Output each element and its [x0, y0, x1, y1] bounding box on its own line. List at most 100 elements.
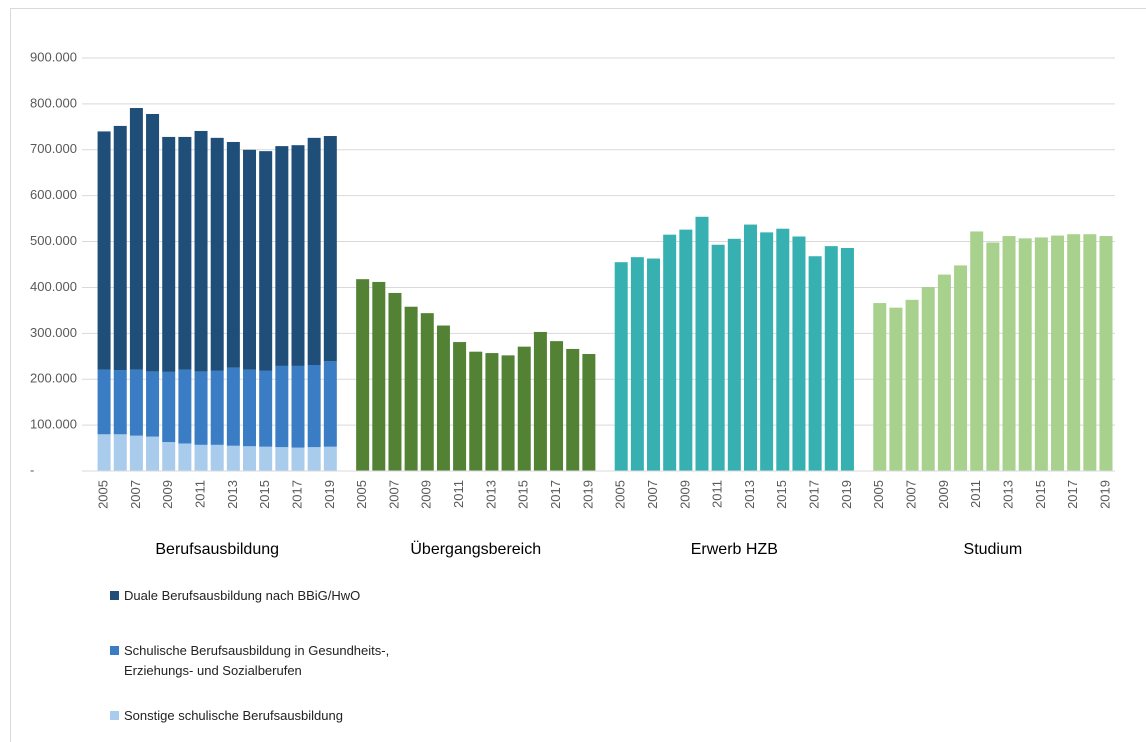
legend-label: Sonstige schulische Berufsausbildung	[124, 708, 343, 723]
legend-label: Duale Berufsausbildung nach BBiG/HwO	[124, 588, 361, 603]
x-tick-label: 2013	[225, 480, 240, 509]
x-tick-label: 2019	[580, 480, 595, 509]
x-tick-label: 2009	[419, 480, 434, 509]
bar-segment	[275, 365, 289, 448]
bar-segment	[291, 447, 305, 471]
bar-segment	[954, 265, 968, 471]
bar-segment	[323, 361, 337, 447]
bar-segment	[436, 325, 450, 471]
x-tick-label: 2009	[677, 480, 692, 509]
legend-label: Schulische Berufsausbildung in Gesundhei…	[124, 643, 390, 678]
y-tick-label: 400.000	[30, 279, 77, 294]
x-tick-label: 2011	[710, 480, 725, 508]
bar-segment	[307, 447, 321, 471]
bar-segment	[550, 341, 564, 471]
x-tick-label: 2007	[128, 480, 143, 509]
y-tick-label: 500.000	[30, 233, 77, 248]
legend-item: Schulische Berufsausbildung in Gesundhei…	[110, 641, 434, 681]
x-tick-label: 2019	[839, 480, 854, 509]
bar-segment	[808, 256, 822, 471]
x-tick-label: 2019	[322, 480, 337, 509]
bar-segment	[663, 234, 677, 471]
bar-segment	[727, 238, 741, 471]
x-tick-label: 2015	[516, 480, 531, 509]
x-tick-label: 2011	[451, 480, 466, 508]
bar-segment	[404, 306, 418, 471]
legend-item: Sonstige schulische Berufsausbildung	[110, 706, 434, 726]
legend-swatch	[110, 591, 119, 600]
bar-segment	[129, 108, 143, 370]
x-tick-label: 2015	[774, 480, 789, 509]
bar-segment	[307, 137, 321, 365]
bar-segment	[210, 370, 224, 445]
x-tick-label: 2005	[354, 480, 369, 509]
group-label: Übergangsbereich	[410, 540, 541, 558]
x-tick-label: 2005	[613, 480, 628, 509]
bar-segment	[275, 146, 289, 366]
bar-segment	[711, 244, 725, 471]
y-tick-label: -	[30, 462, 34, 477]
bar-segment	[760, 232, 774, 471]
bar-segment	[129, 435, 143, 471]
bar-segment	[226, 367, 240, 446]
bar-segment	[162, 136, 176, 372]
bar-segment	[614, 262, 628, 471]
bar-segment	[243, 446, 257, 471]
bar-segment	[178, 443, 192, 471]
bar-segment	[1034, 237, 1048, 471]
bar-segment	[194, 444, 208, 471]
bar-segment	[582, 353, 596, 471]
bar-segment	[275, 447, 289, 471]
x-tick-label: 2005	[96, 480, 111, 509]
x-tick-label: 2017	[807, 480, 822, 509]
x-tick-label: 2015	[257, 480, 272, 509]
bar-segment	[679, 229, 693, 471]
x-tick-label: 2007	[645, 480, 660, 509]
bar-segment	[162, 442, 176, 471]
x-tick-label: 2007	[904, 480, 919, 509]
bar-segment	[194, 371, 208, 445]
bar-segment	[113, 370, 127, 435]
bar-segment	[243, 149, 257, 370]
bar-segment	[905, 299, 919, 471]
bar-segment	[533, 331, 547, 471]
y-tick-label: 100.000	[30, 417, 77, 432]
bar-segment	[937, 274, 951, 471]
y-tick-label: 200.000	[30, 371, 77, 386]
bar-segment	[970, 231, 984, 471]
x-tick-label: 2005	[871, 480, 886, 509]
bar-segment	[210, 137, 224, 371]
bar-segment	[566, 348, 580, 471]
group-label: Erwerb HZB	[691, 541, 778, 558]
bar-segment	[129, 369, 143, 436]
bar-segment	[178, 369, 192, 444]
x-tick-label: 2011	[192, 480, 207, 508]
group-label: Studium	[964, 541, 1023, 558]
bar-segment	[113, 434, 127, 471]
bar-segment	[388, 292, 402, 471]
bar-segment	[113, 125, 127, 371]
bar-segment	[97, 434, 111, 471]
bar-segment	[356, 279, 370, 471]
x-tick-label: 2017	[548, 480, 563, 509]
bar-segment	[291, 145, 305, 366]
bar-segment	[97, 369, 111, 435]
bar-segment	[647, 258, 661, 471]
x-tick-label: 2013	[742, 480, 757, 509]
bar-segment	[146, 436, 160, 471]
bar-segment	[1051, 235, 1065, 471]
bar-segment	[1018, 238, 1032, 471]
x-tick-label: 2015	[1033, 480, 1048, 509]
bar-segment	[307, 364, 321, 448]
legend-swatch	[110, 711, 119, 720]
bar-segment	[146, 113, 160, 372]
bar-segment	[453, 342, 467, 471]
x-tick-label: 2011	[968, 480, 983, 508]
bar-segment	[1002, 236, 1016, 471]
bar-segment	[146, 371, 160, 437]
y-tick-label: 800.000	[30, 95, 77, 110]
bar-segment	[776, 228, 790, 471]
x-tick-label: 2007	[386, 480, 401, 509]
bar-segment	[517, 346, 531, 471]
x-tick-label: 2009	[160, 480, 175, 509]
